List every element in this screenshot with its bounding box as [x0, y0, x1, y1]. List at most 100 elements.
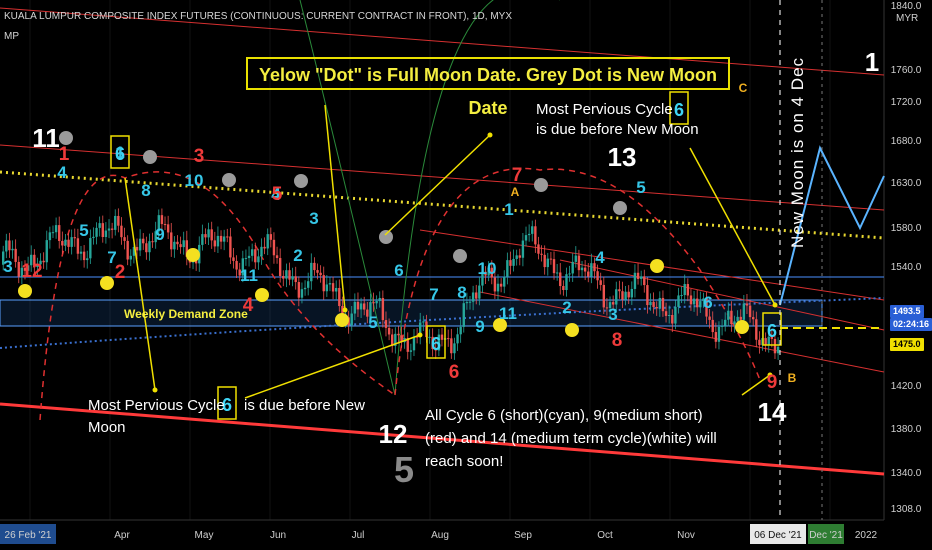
cyan-cycle-label: 10	[185, 171, 204, 190]
cyan-cycle-label: 5	[368, 313, 377, 332]
candle-body	[758, 339, 761, 346]
candle-body	[583, 267, 587, 272]
candle-body	[739, 316, 742, 320]
candle-body	[683, 284, 686, 296]
time-axis-label: Jul	[352, 530, 365, 541]
candle-body	[107, 228, 111, 231]
candle-body	[708, 316, 711, 320]
countdown-tag: 02:24:16	[890, 318, 932, 331]
candle-body	[179, 244, 182, 248]
candle-body	[397, 333, 400, 336]
candle-body	[67, 239, 70, 247]
arrow-head	[152, 387, 158, 393]
price-axis-tick: 1720.0	[891, 97, 922, 108]
arrow-head	[767, 372, 773, 378]
candle-body	[213, 240, 217, 247]
price-axis-tick: 1420.0	[891, 381, 922, 392]
candle-body	[338, 287, 341, 307]
cyan-cycle-label: 11	[240, 266, 258, 285]
candle-body	[61, 240, 64, 246]
boxed-six-label: 6	[222, 395, 232, 415]
candle-body	[559, 272, 562, 287]
candle-body	[247, 255, 251, 259]
candle-body	[686, 284, 690, 296]
candle-body	[30, 254, 33, 266]
candle-body	[764, 338, 767, 346]
candle-body	[110, 228, 114, 230]
candle-body	[356, 301, 360, 310]
candle-body	[512, 258, 515, 266]
candle-body	[531, 226, 534, 234]
candle-body	[322, 275, 325, 292]
candle-body	[680, 295, 683, 297]
candle-body	[288, 270, 291, 280]
annotation-arrow	[124, 177, 156, 391]
full-moon-dot	[565, 323, 579, 337]
cycle-note-bottom-a: Most Pervious Cycle	[88, 397, 225, 414]
full-moon-dot	[186, 248, 200, 262]
candle-body	[462, 303, 465, 327]
candle-body	[577, 255, 581, 271]
candle-body	[652, 301, 655, 308]
candle-body	[216, 235, 220, 247]
candle-body	[440, 334, 444, 340]
candle-body	[117, 215, 120, 226]
cycle-note-top-b: is due before New Moon	[536, 121, 699, 138]
full-moon-dot	[100, 276, 114, 290]
candle-body	[375, 301, 378, 304]
candle-body	[219, 235, 223, 242]
cyan-cycle-label: 7	[429, 285, 438, 304]
candle-body	[120, 225, 123, 238]
candle-body	[384, 320, 388, 328]
candle-body	[23, 267, 27, 271]
candle-body	[272, 239, 276, 256]
candle-body	[655, 307, 658, 309]
cyan-cycle-label: 2	[293, 246, 302, 265]
candle-body	[135, 246, 139, 251]
level-price-tag: 1475.0	[890, 338, 924, 351]
candle-body	[646, 285, 649, 306]
cyan-cycle-label: 4	[595, 248, 605, 267]
new-moon-dot	[453, 249, 467, 263]
candle-body	[269, 234, 273, 240]
candle-body	[705, 298, 708, 317]
candle-body	[328, 283, 332, 285]
white-cycle-label: 13	[608, 142, 637, 172]
candle-body	[58, 225, 61, 241]
boxed-six-frame	[669, 91, 689, 125]
candle-body	[204, 234, 207, 238]
cyan-cycle-label: 4	[271, 185, 281, 204]
price-axis-tick: 1380.0	[891, 424, 922, 435]
candle-body	[447, 338, 450, 340]
white-cycle-label: 12	[379, 419, 408, 449]
candle-body	[70, 237, 73, 247]
candle-body	[151, 241, 154, 243]
candle-body	[266, 234, 269, 249]
time-axis-highlight	[0, 524, 56, 544]
candle-body	[306, 281, 310, 288]
new-moon-dot	[379, 230, 393, 244]
indicator-label: MP	[4, 31, 19, 42]
candle-body	[773, 338, 777, 354]
time-axis-label: Oct	[597, 530, 613, 541]
candle-body	[453, 343, 456, 354]
cyan-cycle-label: 1	[504, 200, 513, 219]
candle-body	[254, 249, 257, 263]
candle-body	[101, 223, 104, 238]
candle-body	[400, 335, 403, 343]
red-cycle-label: 2	[115, 262, 126, 283]
candle-body	[723, 319, 727, 326]
demand-zone-label: Weekly Demand Zone	[124, 307, 248, 321]
price-axis-tick: 1340.0	[891, 468, 922, 479]
candle-body	[649, 301, 652, 306]
cyan-cycle-label: 4	[57, 163, 67, 182]
candle-body	[627, 291, 630, 298]
candle-body	[639, 276, 643, 279]
candle-body	[359, 303, 363, 310]
time-axis-highlight	[750, 524, 806, 544]
candle-body	[689, 295, 693, 305]
candle-body	[42, 260, 45, 263]
full-moon-dot	[493, 318, 507, 332]
cyan-cycle-label: 3	[309, 209, 318, 228]
